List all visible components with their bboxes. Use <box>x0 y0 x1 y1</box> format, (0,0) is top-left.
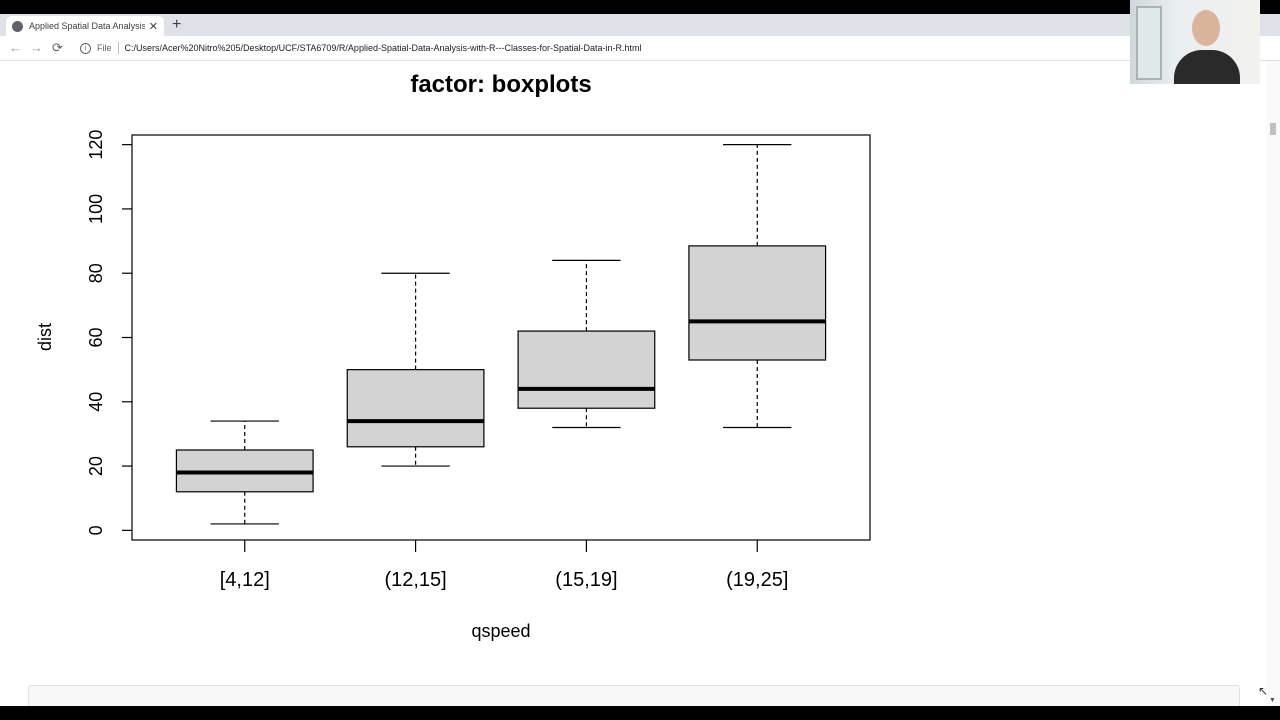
close-icon[interactable]: ✕ <box>148 20 158 33</box>
webcam-overlay <box>1130 0 1260 84</box>
box <box>346 369 485 448</box>
tab-strip: Applied Spatial Data Analysis wi ✕ + <box>0 14 1280 36</box>
boxplot-chart: factor: boxplots 0 20 40 60 80 100 120 [4,12] (1… <box>35 71 871 641</box>
file-label: File <box>97 43 112 53</box>
tab-title: Applied Spatial Data Analysis wi <box>29 21 145 31</box>
presenter-head <box>1192 10 1220 46</box>
browser-toolbar: ← → ⟳ i File C:/Users/Acer%20Nitro%205/D… <box>0 36 1280 61</box>
presenter-body <box>1174 50 1240 84</box>
reload-button[interactable]: ⟳ <box>52 40 63 55</box>
box <box>688 245 827 361</box>
chart-title: factor: boxplots <box>410 71 591 98</box>
globe-icon <box>12 20 23 32</box>
box <box>517 330 656 409</box>
y-tick-label: 100 <box>86 194 106 224</box>
back-button[interactable]: ← <box>9 40 22 55</box>
info-icon[interactable]: i <box>80 42 91 54</box>
browser-tab[interactable]: Applied Spatial Data Analysis wi ✕ <box>6 16 164 36</box>
y-tick-label: 120 <box>86 130 106 160</box>
y-tick-label: 20 <box>86 456 106 476</box>
scrollbar[interactable]: ▼ <box>1266 61 1280 706</box>
x-axis-label: qspeed <box>471 621 530 641</box>
scroll-down-icon[interactable]: ▼ <box>1269 697 1276 704</box>
y-tick-label: 40 <box>86 392 106 412</box>
code-block <box>28 685 1240 706</box>
x-tick-label: (15,19] <box>555 569 617 591</box>
divider <box>117 42 119 54</box>
y-tick-label: 80 <box>86 263 106 283</box>
address-bar[interactable]: i File C:/Users/Acer%20Nitro%205/Desktop… <box>74 38 1134 58</box>
y-axis-label: dist <box>35 323 55 351</box>
y-tick-label: 60 <box>86 327 106 347</box>
x-tick-label: [4,12] <box>220 569 270 591</box>
new-tab-button[interactable]: + <box>172 16 182 33</box>
url-text[interactable]: C:/Users/Acer%20Nitro%205/Desktop/UCF/ST… <box>124 43 642 53</box>
y-tick-label: 0 <box>86 525 106 535</box>
window-background <box>1136 6 1162 80</box>
x-tick-label: (19,25] <box>726 569 788 591</box>
browser-window: Applied Spatial Data Analysis wi ✕ + ← →… <box>0 14 1280 706</box>
x-tick-label: (12,15] <box>384 569 446 591</box>
mouse-pointer-icon: ↖ <box>1258 684 1269 698</box>
page-content: factor: boxplots 0 20 40 60 80 100 120 [4,12] (1… <box>0 61 1280 706</box>
scroll-thumb[interactable] <box>1270 123 1276 135</box>
forward-button[interactable]: → <box>30 40 43 55</box>
